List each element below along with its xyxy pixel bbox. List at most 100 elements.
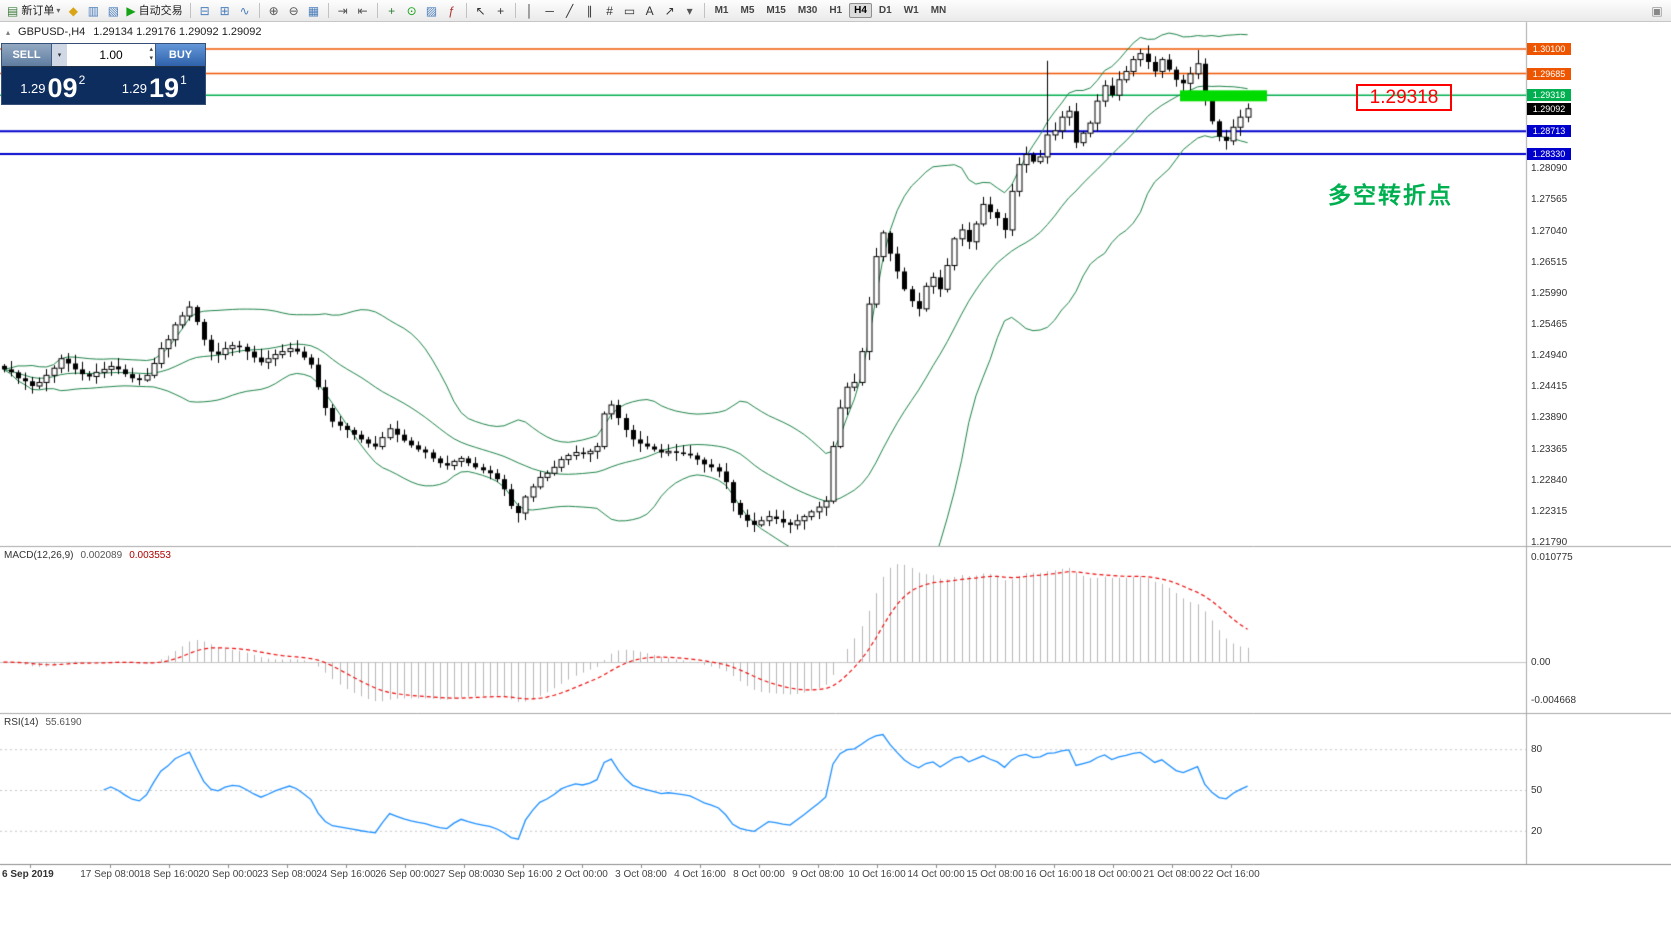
auto-scroll-icon[interactable]: ⇥ [333,2,353,20]
chart-line-icon: ∿ [239,3,250,18]
favorites-icon: ◆ [68,3,78,18]
buy-price-prefix: 1.29 [121,81,148,96]
macd-signal-value: 0.003553 [129,550,171,561]
chart-ohlc-values: 1.29134 1.29176 1.29092 1.29092 [93,26,262,38]
arrows-icon[interactable]: ↗ [660,2,680,20]
toolbar-separator [327,3,329,18]
chart-line-icon[interactable]: ∿ [235,2,255,20]
toolbar-separator [465,3,467,18]
one-click-trading-panel: SELL ▾ 1.00 ▴ ▾ BUY 1.29 09 2 1.29 19 1 [1,43,206,105]
timeframe-h4[interactable]: H4 [849,3,872,18]
macd-main-value: 0.002089 [80,550,123,561]
timeframe-w1[interactable]: W1 [903,5,919,16]
indicators-icon: ƒ [448,3,455,18]
zoom-out-icon: ⊖ [288,3,299,18]
text-icon: A [645,3,654,18]
timeframe-d1[interactable]: D1 [878,5,892,16]
new-order-button-caret: ▾ [56,5,61,15]
chart-shift-icon: ⇤ [357,3,368,18]
crosshair-icon[interactable]: + [491,2,511,20]
chart-shift-icon[interactable]: ⇤ [353,2,373,20]
timeframe-m30[interactable]: M30 [797,5,818,16]
indicators-icon[interactable]: ƒ [442,2,462,20]
arrows-icon: ↗ [664,3,675,18]
rsi-header: RSI(14) 55.6190 [4,717,82,728]
market-watch-icon: ▥ [87,3,100,18]
favorites-icon[interactable]: ◆ [63,2,83,20]
macd-label: MACD(12,26,9) [4,550,74,561]
turning-point-label: 多空转折点 [1328,182,1453,208]
channel-icon[interactable]: ∥ [580,2,600,20]
templates-icon: ▨ [425,3,438,18]
new-order-icon: ▤ [7,3,19,18]
autotrading-button[interactable]: ▶ 自动交易 [123,2,185,20]
navigator-icon[interactable]: ▧ [103,2,123,20]
horizontal-line-icon: ─ [545,3,554,18]
trendline-icon: ╱ [565,3,574,18]
shapes-icon[interactable]: ▭ [620,2,640,20]
zoom-out-icon[interactable]: ⊖ [284,2,304,20]
market-watch-icon[interactable]: ▥ [83,2,103,20]
zoom-in-icon[interactable]: ⊕ [264,2,284,20]
one-click-collapse-arrow[interactable]: ▴ [6,27,11,37]
cursor-icon: ↖ [475,3,486,18]
toolbar-separator [376,3,378,18]
timeframe-h1[interactable]: H1 [829,5,843,16]
templates-icon[interactable]: ▨ [422,2,442,20]
timeframe-mn[interactable]: MN [930,5,947,16]
toolbar-separator [703,3,705,18]
timeframe-m1[interactable]: M1 [714,5,729,16]
buy-price-point: 1 [180,73,187,87]
vertical-line-icon[interactable]: │ [520,2,540,20]
zoom-in-icon: ⊕ [268,3,279,18]
rsi-label: RSI(14) [4,717,39,728]
autotrading-button-label: 自动交易 [138,4,183,17]
text-icon[interactable]: A [640,2,660,20]
chart-symbol-period: GBPUSD-,H4 [18,26,86,38]
timeframe-m15[interactable]: M15 [766,5,786,16]
toolbar: ▤ 新订单 ▾ ◆ ▥ ▧ ▶ 自动交易 ⊟ ⊞ ∿ ⊕ ⊖ ▦ ⇥ ⇤ + ⊙ ▨ ƒ ↖ + │ ─ ╱ ∥ # ▭ A ↗ ▾ M1 M5… [0,0,1671,22]
price-annotation-box[interactable]: 1.29318 [1356,84,1452,111]
lot-increase-button[interactable]: ▴ [149,46,153,53]
tile-windows-icon[interactable]: ▦ [304,2,324,20]
lot-size-value: 1.00 [99,48,123,62]
cursor-icon[interactable]: ↖ [471,2,491,20]
chart-bars-icon[interactable]: ⊟ [195,2,215,20]
sell-price-point: 2 [78,73,86,87]
tile-windows-icon: ▦ [307,3,320,18]
auto-scroll-icon: ⇥ [337,3,348,18]
toolbar-customize-button[interactable]: ▣ [1651,3,1663,18]
more-tools-icon: ▾ [686,3,693,18]
fibonacci-icon[interactable]: # [600,2,620,20]
lot-decrease-button[interactable]: ▾ [149,55,153,62]
navigator-icon: ▧ [107,3,120,18]
sell-button[interactable]: SELL [2,44,52,66]
more-tools-icon[interactable]: ▾ [680,2,700,20]
crosshair-icon: + [497,3,505,18]
horizontal-line-icon[interactable]: ─ [540,2,560,20]
trendline-icon[interactable]: ╱ [560,2,580,20]
sell-price-prefix: 1.29 [20,81,46,96]
timeframe-m5[interactable]: M5 [740,5,755,16]
macd-header: MACD(12,26,9) 0.002089 0.003553 [4,550,171,561]
toolbar-separator [514,3,516,18]
toolbar-separator [258,3,260,18]
one-click-menu-arrow[interactable]: ▾ [52,44,67,66]
buy-price[interactable]: 1.29 19 1 [104,67,206,104]
fibonacci-icon: # [606,3,613,18]
new-order-button[interactable]: ▤ 新订单 ▾ [4,2,63,20]
sell-price[interactable]: 1.29 09 2 [2,67,104,104]
chart-ohlc-header: ▴ GBPUSD-,H4 1.29134 1.29176 1.29092 1.2… [6,26,261,38]
period-icon[interactable]: ⊙ [402,2,422,20]
chart-bars-icon: ⊟ [199,3,210,18]
channel-icon: ∥ [586,3,593,18]
chart-candles-icon[interactable]: ⊞ [215,2,235,20]
autotrading-icon: ▶ [126,3,136,18]
rsi-value: 55.6190 [45,717,82,728]
chart-candles-icon: ⊞ [219,3,230,18]
toolbar-separator [189,3,191,18]
new-chart-icon[interactable]: + [382,2,402,20]
buy-button[interactable]: BUY [155,44,205,66]
lot-size-field[interactable]: 1.00 ▴ ▾ [67,44,155,66]
